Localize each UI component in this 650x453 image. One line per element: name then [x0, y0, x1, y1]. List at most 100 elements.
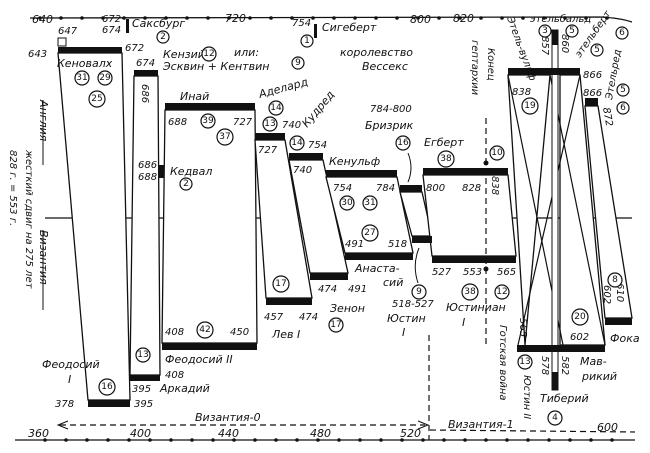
tick-dot [505, 438, 509, 442]
reign-bars [57, 19, 632, 407]
kingdom-label: Вессекс [362, 60, 408, 73]
svg-text:25: 25 [91, 94, 102, 104]
note: гептархии [469, 40, 480, 96]
tick-dot [43, 438, 47, 442]
top-tick: 720 [225, 12, 246, 25]
top-time-axis [29, 16, 633, 23]
ruler-name: Феодосий [42, 358, 100, 371]
tick-dot [358, 438, 362, 442]
tick-dot [526, 438, 530, 442]
tick-dot [463, 438, 467, 442]
tick-dot [148, 438, 152, 442]
ruler-name: Егберт [424, 136, 464, 149]
svg-text:6: 6 [620, 103, 626, 113]
bottom-tick: 440 [218, 427, 239, 440]
year: 727 [258, 145, 278, 156]
svg-text:16: 16 [101, 382, 113, 392]
kingdom-label: королевство [340, 46, 413, 59]
byzantium1-label: Византия-1 [448, 418, 514, 431]
tick-dot [479, 16, 483, 20]
tick-dot [542, 16, 546, 20]
svg-text:9: 9 [416, 287, 422, 297]
ruler-name: Зенон [330, 302, 365, 315]
svg-text:42: 42 [199, 325, 210, 335]
tick-dot [295, 438, 299, 442]
svg-text:2: 2 [160, 32, 166, 42]
tick-dot [164, 16, 168, 20]
year: 602 [570, 332, 589, 343]
bottom-tick: 400 [130, 427, 151, 440]
svg-text:8: 8 [612, 275, 618, 285]
top-tick: 800 [410, 13, 431, 26]
tick-dot [484, 438, 488, 442]
tick-dot [169, 438, 173, 442]
year: 474 [318, 284, 337, 295]
svg-text:19: 19 [524, 101, 536, 111]
ruler-name: Феодосий II [165, 353, 233, 366]
ruler-name: Кудред [299, 88, 337, 130]
svg-text:37: 37 [219, 132, 230, 142]
ruler-name: Фока [610, 332, 640, 345]
ruler-name: рикий [581, 370, 617, 383]
svg-text:6: 6 [619, 28, 625, 38]
year: 491 [345, 239, 364, 250]
reign-length-circles: 2 31 29 25 12 9 39 37 2 14 13 14 1 16 30… [74, 24, 630, 426]
tick-dot [400, 438, 404, 442]
year: 688 [138, 172, 157, 183]
top-tick: 820 [453, 12, 474, 25]
year: 518 [388, 239, 407, 250]
note: Готская война [497, 325, 508, 401]
year: 860 [559, 34, 570, 53]
year: 474 [299, 312, 318, 323]
year: 674 [102, 25, 121, 36]
tick-dot [211, 438, 215, 442]
tick-dot [500, 16, 504, 20]
tick-dot [379, 438, 383, 442]
svg-text:12: 12 [203, 49, 214, 59]
year: 866 [583, 88, 602, 99]
tick-dot [206, 16, 210, 20]
tick-dot [290, 16, 294, 20]
year: 553 [463, 267, 482, 278]
svg-text:5: 5 [594, 45, 600, 55]
tick-dot [437, 16, 441, 20]
year: 582 [559, 356, 570, 375]
marker-dot [483, 160, 489, 166]
ruler-number: I [402, 326, 405, 339]
tick-dot [605, 16, 609, 20]
ruler-name: Тиберий [540, 392, 589, 405]
note: Конец [485, 48, 496, 81]
top-tick: 640 [32, 13, 53, 26]
svg-text:31: 31 [76, 73, 87, 83]
ethelbald-tiberius-strip [551, 29, 559, 391]
year: 688 [168, 117, 187, 128]
tick-dot [85, 438, 89, 442]
ruler-number: I [68, 373, 71, 386]
svg-text:13: 13 [264, 119, 275, 129]
year: 828 [462, 183, 481, 194]
tick-dot [38, 16, 42, 20]
ruler-name: Мав- [580, 355, 607, 368]
ruler-name: Кедвал [170, 165, 212, 178]
year: 565 [517, 318, 528, 337]
svg-text:31: 31 [364, 198, 375, 208]
year: 672 [125, 43, 144, 54]
year: 674 [136, 58, 155, 69]
svg-text:14: 14 [291, 138, 303, 148]
tick-dot [80, 16, 84, 20]
ruler-name: Эсквин + Кентвин [162, 60, 269, 73]
tick-dot [563, 16, 567, 20]
tick-dot [547, 438, 551, 442]
equation-label: 828 г. = 553 г. [7, 150, 18, 226]
year: 857 [539, 36, 550, 56]
svg-text:38: 38 [440, 154, 452, 164]
tick-dot [395, 16, 399, 20]
svg-text:14: 14 [270, 103, 282, 113]
year: 754 [333, 183, 352, 194]
tick-dot [248, 16, 252, 20]
ruler-name: Кеновалх [57, 57, 113, 70]
ruler-name: Лев I [271, 328, 300, 341]
shift-label: жесткий сдвиг на 275 лет [23, 149, 34, 290]
ruler-number: I [462, 316, 465, 329]
ruler-name: Юстин II [521, 375, 532, 419]
